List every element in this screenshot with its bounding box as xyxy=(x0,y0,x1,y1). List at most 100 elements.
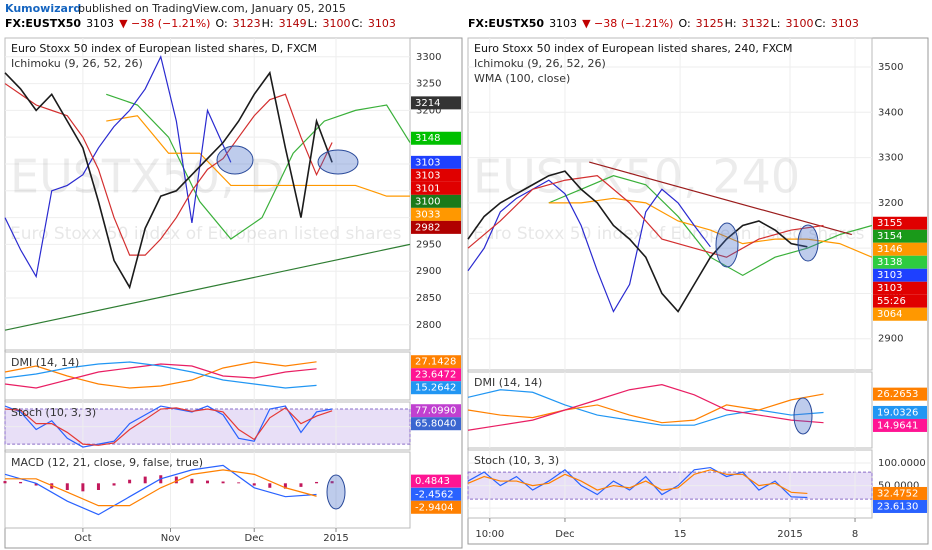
symbol-part: 3125 xyxy=(696,17,724,30)
histogram-bar xyxy=(34,483,38,486)
series-line xyxy=(4,464,317,516)
x-tick-label: 8 xyxy=(852,529,858,540)
series-line xyxy=(467,389,824,426)
price-label-box xyxy=(411,220,461,234)
price-label-box xyxy=(873,307,927,321)
price-label-box xyxy=(411,381,461,395)
watermark: EUSTX50, D xyxy=(10,150,285,204)
price-label: 27.1428 xyxy=(415,357,456,368)
histogram-bar xyxy=(128,479,132,484)
x-tick-label: Nov xyxy=(161,533,181,544)
series-line xyxy=(5,469,317,507)
histogram-bar xyxy=(330,481,334,484)
highlight xyxy=(216,145,254,175)
symbol-part: O: xyxy=(678,17,690,30)
symbol-part: 3103 xyxy=(549,17,577,30)
price-label-box xyxy=(873,216,927,230)
histogram-bar xyxy=(19,481,23,484)
watermark-sub: Euro Stoxx 50 index of European listed s… xyxy=(473,224,865,244)
price-label-box xyxy=(873,486,927,500)
price-label: 3146 xyxy=(877,244,902,255)
price-label: 19.0326 xyxy=(877,407,918,418)
series-line xyxy=(4,83,333,256)
price-label-box xyxy=(411,168,461,182)
panel-title: Stoch (10, 3, 3) xyxy=(474,454,559,467)
symbol-part: 3103 xyxy=(368,17,396,30)
symbol-part: FX:EUSTX50 xyxy=(5,17,81,30)
symbol-part: L: xyxy=(771,17,781,30)
series-line xyxy=(106,93,411,240)
price-label-box xyxy=(411,500,461,514)
price-label-box xyxy=(873,405,927,419)
price-label-box xyxy=(873,294,927,308)
y-tick-label: 3200 xyxy=(878,198,903,209)
histogram-bar xyxy=(252,483,256,486)
chart-frame xyxy=(467,37,929,545)
price-label: 3138 xyxy=(877,257,902,268)
author[interactable]: Kumowizard xyxy=(5,2,81,15)
price-label-box xyxy=(411,207,461,221)
price-label: 3103 xyxy=(877,270,902,281)
price-label-box xyxy=(411,404,461,418)
panel-title: Ichimoku (9, 26, 52, 26) xyxy=(11,57,143,70)
panel-title: Euro Stoxx 50 index of European listed s… xyxy=(11,42,317,55)
y-tick-label: 3300 xyxy=(416,52,441,63)
panel-frame xyxy=(467,37,873,371)
price-label: 3155 xyxy=(877,218,902,229)
x-tick-label: 2015 xyxy=(777,529,802,540)
price-label-box xyxy=(411,155,461,169)
series-line xyxy=(467,175,824,258)
highlight xyxy=(326,474,346,510)
price-label-box xyxy=(873,499,927,513)
symbol-part: C: xyxy=(351,17,362,30)
series-line xyxy=(589,161,852,236)
histogram-bar xyxy=(268,483,272,488)
y-tick-label: 100.0000 xyxy=(878,458,926,469)
x-tick-label: Oct xyxy=(74,533,91,544)
symbol-part: 3103 xyxy=(86,17,114,30)
series-line xyxy=(4,407,333,446)
histogram-bar xyxy=(81,483,85,492)
price-label: 32.4752 xyxy=(877,488,918,499)
histogram-bar xyxy=(3,481,7,484)
y-tick-label: 2900 xyxy=(416,266,441,277)
panel-title: DMI (14, 14) xyxy=(11,356,79,369)
highlight xyxy=(317,149,359,175)
price-label-box xyxy=(873,418,927,432)
symbol-part: H: xyxy=(725,17,737,30)
price-label: 3033 xyxy=(415,209,440,220)
series-line xyxy=(4,54,232,279)
y-tick-label: 3300 xyxy=(878,153,903,164)
y-tick-label: 3400 xyxy=(878,107,903,118)
series-line xyxy=(467,170,808,313)
highlights xyxy=(216,145,819,510)
histogram-bar xyxy=(65,483,69,490)
price-label: 77.0990 xyxy=(415,406,456,417)
panel-title: DMI (14, 14) xyxy=(474,376,542,389)
symbol-part: 3103 xyxy=(831,17,859,30)
price-label-box xyxy=(411,368,461,382)
price-label-box xyxy=(411,96,461,110)
series-line xyxy=(4,361,317,389)
series-line xyxy=(467,469,808,495)
x-tick-label: 15 xyxy=(674,529,687,540)
histogram-bar xyxy=(221,481,225,484)
price-label-box xyxy=(873,268,927,282)
series-line xyxy=(467,179,711,313)
price-label: 3148 xyxy=(415,133,440,144)
symbol-part: 3100 xyxy=(785,17,813,30)
panel-title: MACD (12, 21, close, 9, false, true) xyxy=(11,456,203,469)
price-label-box xyxy=(411,487,461,501)
series-line xyxy=(4,243,411,331)
x-tick-label: Dec xyxy=(555,529,574,540)
x-tick-label: 2015 xyxy=(323,533,348,544)
y-tick-label: 2850 xyxy=(416,293,441,304)
price-label: 55:26 xyxy=(877,296,906,307)
published: published on TradingView.com, January 05… xyxy=(78,2,346,15)
price-label: 65.8040 xyxy=(415,419,456,430)
price-label: 3103 xyxy=(877,283,902,294)
price-label: -2.4562 xyxy=(415,489,454,500)
price-label: 0.4843 xyxy=(415,476,450,487)
symbol-part: 3132 xyxy=(742,17,770,30)
series-line xyxy=(4,70,333,290)
